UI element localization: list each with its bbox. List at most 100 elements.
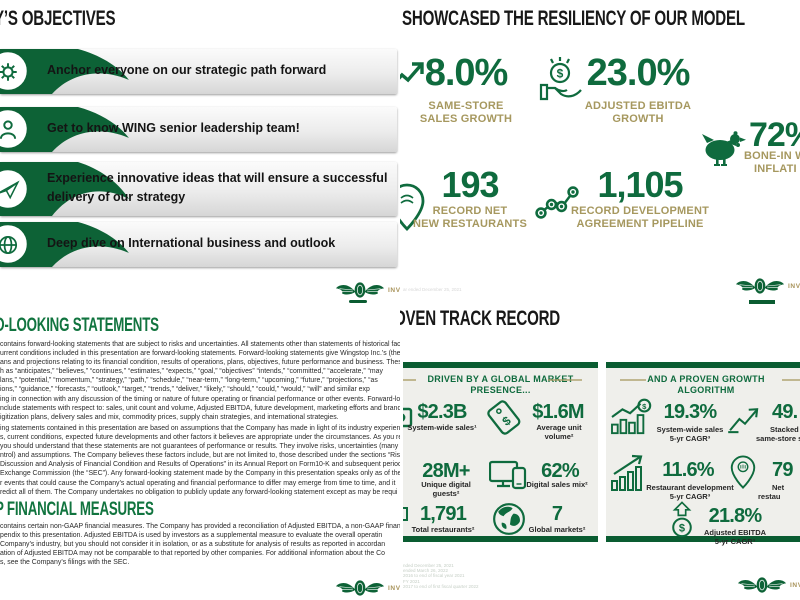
chicken-icon — [702, 131, 746, 166]
stat-label: Digital sales mix² — [526, 480, 588, 489]
header-rule — [620, 379, 646, 381]
wingstop-logo-icon — [737, 577, 787, 593]
objective-banner: Deep dive on International business and … — [0, 222, 397, 267]
growth-algorithm-panel: AND A PROVEN GROWTH ALGORITHM $ 19.3% Sy… — [606, 362, 800, 545]
page-title: SHOWCASED THE RESILIENCY OF OUR MODEL — [402, 7, 745, 30]
forward-looking-paragraph-2: ing statements contained in this present… — [0, 425, 400, 496]
logo-fragment — [749, 300, 775, 304]
objective-text: Get to know WING senior leadership team! — [47, 121, 300, 135]
global-market-panel: DRIVEN BY A GLOBAL MARKET PRESENCE... $2… — [403, 362, 598, 542]
stat-label: ADJUSTED EBITDA GROWTH — [584, 100, 692, 125]
stat-value: $2.3B — [417, 401, 467, 423]
wingstop-logo: INVEST — [735, 277, 800, 295]
wingstop-logo: INVEST — [737, 576, 800, 594]
stat-label: RECORD NET NEW RESTAURANTS — [412, 205, 527, 230]
banner-swoosh — [0, 107, 129, 152]
forward-looking-heading: D-LOOKING STATEMENTS — [0, 315, 159, 336]
paper-plane-icon — [0, 180, 20, 200]
stat-value: 21.8% — [708, 505, 763, 527]
stat-label: SAME-STORE SALES GROWTH — [419, 100, 513, 125]
money-icon-fragment — [403, 407, 413, 428]
stat-label: Restaurant development 5-yr CAGR³ — [646, 483, 734, 501]
map-pin-icon — [400, 183, 425, 231]
logo-fragment — [349, 300, 367, 303]
svg-text:$: $ — [500, 413, 514, 428]
svg-text:$: $ — [679, 523, 685, 535]
logo-word: INVEST — [788, 282, 800, 290]
stat-value: 1,105 — [597, 164, 683, 205]
stat-label: BONE-IN W INFLATI — [744, 150, 800, 175]
panel-header: DRIVEN BY A GLOBAL MARKET PRESENCE... — [427, 374, 574, 395]
stat-label: Net restau — [758, 483, 785, 501]
trend-up-icon — [400, 62, 424, 83]
wingstop-logo-icon — [735, 278, 785, 294]
objective-text-line2: delivery of our strategy — [47, 190, 186, 204]
slide-disclaimer: D-LOOKING STATEMENTS contains forward-lo… — [0, 300, 400, 600]
stat-label: Total restaurants² — [411, 525, 475, 534]
stat-label: Average unit volume² — [536, 423, 582, 441]
globe-icon — [493, 503, 525, 535]
stat-value: 79 — [772, 459, 793, 481]
stat-value: 19.3% — [663, 401, 718, 423]
stat-value: $1.6M — [532, 401, 584, 423]
wingstop-logo-icon — [335, 282, 385, 298]
stat-value: 8.0% — [424, 52, 509, 94]
price-tag-icon: $ — [487, 400, 521, 435]
stat-label: RECORD DEVELOPMENT AGREEMENT PIPELINE — [570, 205, 710, 230]
wingstop-logo: INVEST — [335, 579, 400, 597]
stat-label: Unique digital guests² — [421, 480, 471, 498]
stat-value: 23.0% — [586, 52, 691, 94]
storefront-icon-fragment — [403, 507, 408, 521]
pipeline-icon — [535, 186, 579, 219]
wingstop-logo-icon — [335, 580, 385, 596]
stat-label: System-wide sales 5-yr CAGR³ — [656, 425, 724, 443]
stat-label: Global markets² — [528, 525, 586, 534]
person-icon — [0, 120, 17, 139]
trend-line-icon — [728, 408, 759, 434]
objective-text: Anchor everyone on our strategic path fo… — [47, 63, 327, 77]
stat-label: Adjusted EBITDA 5-yr CAGR³ — [703, 528, 767, 546]
stat-value: 1,791 — [419, 503, 467, 525]
barchart-arrow-icon — [611, 454, 643, 491]
objective-text: Experience innovative ideas that will en… — [47, 171, 388, 185]
panel-header: AND A PROVEN GROWTH ALGORITHM — [647, 374, 765, 395]
map-pin-icon — [730, 455, 756, 489]
page-title: OVEN TRACK RECORD — [400, 307, 561, 330]
non-gaap-heading: P FINANCIAL MEASURES — [0, 499, 154, 520]
stat-value: 62% — [541, 460, 579, 482]
non-gaap-paragraph: contains certain non-GAAP financial meas… — [0, 523, 400, 567]
stat-label: System-wide sales¹ — [407, 423, 477, 432]
slide-resiliency: SHOWCASED THE RESILIENCY OF OUR MODEL 8.… — [400, 0, 800, 300]
gear-icon — [0, 63, 17, 81]
slide-objectives: Y’S OBJECTIVES Anchor everyone on our st… — [0, 0, 400, 300]
slide-track-record: OVEN TRACK RECORD DRIVEN BY A GLOBAL MAR… — [400, 300, 800, 600]
stat-value: 11.6% — [662, 459, 714, 481]
header-rule — [403, 379, 416, 381]
logo-word: INVEST — [388, 584, 400, 592]
logo-word: INVEST — [790, 581, 800, 589]
stat-value: 28M+ — [422, 460, 470, 482]
hand-coin-icon: $ — [539, 57, 582, 101]
objective-banner: Experience innovative ideas that will en… — [0, 162, 397, 216]
barchart-coin-icon: $ — [611, 398, 652, 435]
banner-swoosh — [0, 49, 129, 94]
stat-label: Stacked same-store s — [756, 425, 800, 443]
coin-arrow-icon: $ — [672, 501, 692, 538]
header-rule — [782, 379, 800, 381]
devices-icon — [489, 460, 527, 490]
stat-value: 7 — [551, 503, 563, 525]
wingstop-logo: INVEST — [335, 281, 400, 299]
logo-word: INVEST — [388, 286, 400, 294]
footnote: ar ended December 25, 2021 — [403, 287, 462, 292]
forward-looking-paragraph-1: contains forward-looking statements that… — [0, 341, 400, 421]
header-rule — [548, 379, 582, 381]
svg-text:$: $ — [642, 402, 647, 411]
objective-banner: Anchor everyone on our strategic path fo… — [0, 49, 397, 94]
objective-text: Deep dive on International business and … — [47, 236, 336, 250]
globe-icon — [0, 235, 18, 255]
page-title: Y’S OBJECTIVES — [0, 7, 116, 30]
footnotes: nded December 25, 2021 ended March 26, 2… — [403, 563, 479, 589]
stat-value: 49. — [772, 401, 798, 423]
stat-value: 193 — [441, 164, 499, 205]
